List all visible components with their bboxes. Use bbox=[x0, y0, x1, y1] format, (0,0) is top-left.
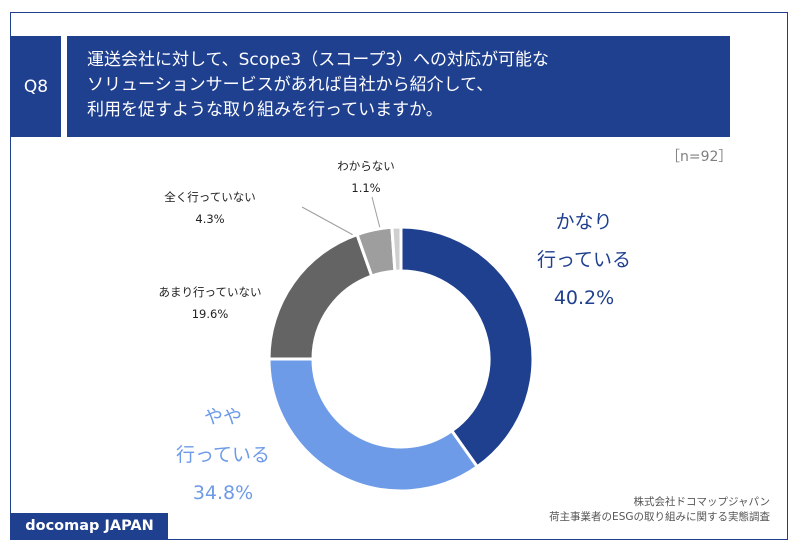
slice-pct-label: 40.2% bbox=[553, 287, 615, 309]
sample-size-label: ［n=92］ bbox=[666, 149, 733, 165]
donut-slice-4 bbox=[390, 225, 403, 273]
donut-slice-1 bbox=[267, 357, 480, 493]
slice-label-line: かなり bbox=[555, 211, 613, 233]
question-line: 運送会社に対して、Scope3（スコープ3）への対応が可能な bbox=[87, 50, 550, 70]
question-line: 利用を促すような取り組みを行っていますか。 bbox=[87, 100, 443, 120]
slice-pct-label: 34.8% bbox=[192, 482, 254, 504]
brand-logo: docomap JAPAN bbox=[11, 513, 168, 539]
slice-label-line: 行っている bbox=[175, 444, 271, 466]
brand-logo-text: docomap JAPAN bbox=[25, 518, 154, 534]
slice-label-line: 行っている bbox=[536, 249, 632, 271]
source-credit: 株式会社ドコマップジャパン 荷主事業者のESGの取り組みに関する実態調査 bbox=[549, 495, 770, 525]
slice-label-wakaranai: わからない 1.1% bbox=[316, 155, 416, 199]
slice-label-line: 全く行っていない bbox=[164, 190, 256, 204]
slice-pct-label: 4.3% bbox=[195, 212, 225, 226]
donut-slices bbox=[267, 225, 535, 493]
slice-label-kanari: かなり 行っている 40.2% bbox=[520, 203, 648, 317]
question-number: Q8 bbox=[23, 76, 49, 97]
slice-label-line: あまり行っていない bbox=[158, 285, 262, 299]
question-number-badge: Q8 bbox=[11, 36, 61, 137]
leader-line-wakaranai bbox=[371, 196, 382, 233]
donut-slice-0 bbox=[399, 225, 535, 469]
question-text-box: 運送会社に対して、Scope3（スコープ3）への対応が可能な ソリューションサー… bbox=[67, 36, 730, 137]
slice-label-line: わからない bbox=[337, 159, 395, 173]
slice-label-amari: あまり行っていない 19.6% bbox=[130, 281, 290, 325]
slice-pct-label: 19.6% bbox=[191, 307, 229, 321]
source-line: 荷主事業者のESGの取り組みに関する実態調査 bbox=[549, 511, 770, 523]
slide-frame bbox=[10, 12, 788, 540]
slice-pct-label: 1.1% bbox=[351, 181, 381, 195]
question-line: ソリューションサービスがあれば自社から紹介して、 bbox=[87, 75, 494, 95]
slice-label-line: やや bbox=[203, 406, 242, 428]
source-line: 株式会社ドコマップジャパン bbox=[633, 496, 771, 508]
slice-label-mattaku: 全く行っていない 4.3% bbox=[130, 186, 290, 230]
slice-label-yaya: やや 行っている 34.8% bbox=[158, 398, 288, 512]
